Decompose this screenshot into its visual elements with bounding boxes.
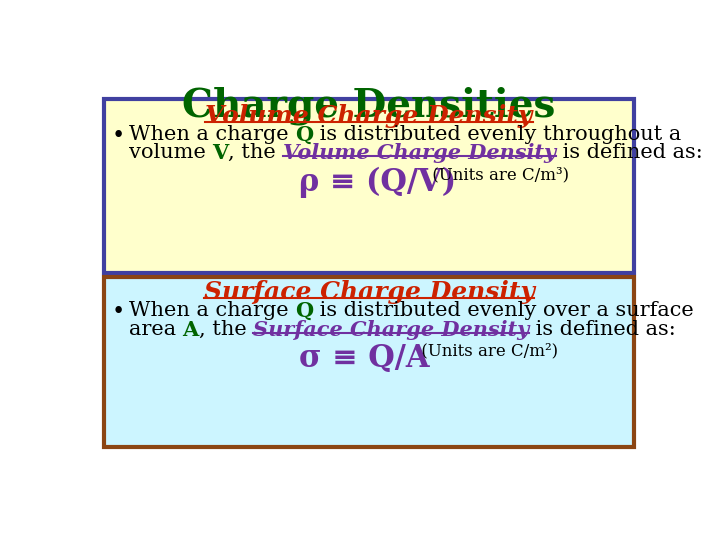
Text: is distributed evenly throughout a: is distributed evenly throughout a — [313, 125, 681, 144]
Text: , the: , the — [228, 143, 283, 163]
Text: is defined as:: is defined as: — [556, 143, 703, 163]
Text: area: area — [129, 320, 182, 339]
Text: When a charge: When a charge — [129, 125, 295, 144]
Text: Q: Q — [295, 301, 313, 321]
Text: Volume Charge Density: Volume Charge Density — [283, 143, 556, 163]
Text: (Units are C/m²): (Units are C/m²) — [415, 343, 557, 360]
Text: Surface Charge Density: Surface Charge Density — [253, 320, 529, 340]
Text: Q: Q — [295, 125, 313, 145]
FancyBboxPatch shape — [104, 99, 634, 273]
Text: σ ≡ Q/A: σ ≡ Q/A — [300, 343, 430, 374]
Text: Volume Charge Density: Volume Charge Density — [205, 104, 533, 128]
Text: volume: volume — [129, 143, 212, 163]
Text: V: V — [212, 143, 228, 163]
Text: •: • — [112, 301, 125, 323]
Text: A: A — [182, 320, 199, 340]
Text: is defined as:: is defined as: — [529, 320, 676, 339]
Text: When a charge: When a charge — [129, 301, 295, 320]
Text: ρ ≡ (Q/V): ρ ≡ (Q/V) — [300, 166, 456, 198]
Text: •: • — [112, 125, 125, 147]
Text: Charge Densities: Charge Densities — [182, 86, 556, 125]
Text: is distributed evenly over a surface: is distributed evenly over a surface — [313, 301, 694, 320]
Text: Surface Charge Density: Surface Charge Density — [204, 280, 534, 305]
Text: (Units are C/m³): (Units are C/m³) — [427, 166, 570, 184]
FancyBboxPatch shape — [104, 278, 634, 447]
Text: , the: , the — [199, 320, 253, 339]
